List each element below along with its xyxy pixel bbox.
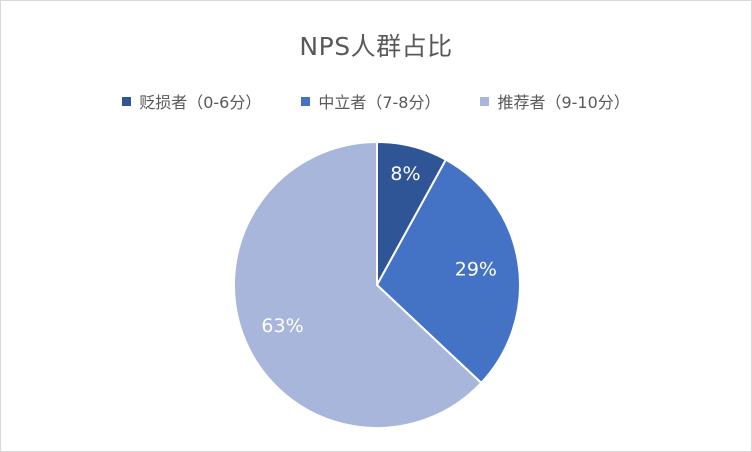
pie-slice-passives [375,158,521,385]
legend: 贬损者（0-6分） 中立者（7-8分） 推荐者（9-10分） [1,89,751,113]
data-label-detractors: 8% [390,163,420,185]
chart-title: NPS人群占比 [299,32,453,61]
legend-swatch-detractors [122,96,132,106]
pie-data-labels: 8% 29% 63% [261,163,497,337]
legend-label-promoters: 推荐者（9-10分） [497,93,630,112]
pie-slices [233,140,521,429]
legend-item-promoters: 推荐者（9-10分） [480,89,630,113]
legend-item-passives: 中立者（7-8分） [301,89,440,113]
legend-label-passives: 中立者（7-8分） [318,93,441,112]
data-label-passives: 29% [455,258,497,280]
legend-swatch-promoters [480,96,490,106]
data-label-promoters: 63% [261,315,303,337]
pie-slice-promoters [233,140,483,429]
legend-swatch-passives [301,96,311,106]
legend-item-detractors: 贬损者（0-6分） [122,89,261,113]
legend-label-detractors: 贬损者（0-6分） [139,93,262,112]
